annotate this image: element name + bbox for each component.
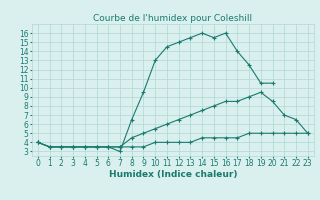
Title: Courbe de l'humidex pour Coleshill: Courbe de l'humidex pour Coleshill: [93, 14, 252, 23]
X-axis label: Humidex (Indice chaleur): Humidex (Indice chaleur): [108, 170, 237, 179]
